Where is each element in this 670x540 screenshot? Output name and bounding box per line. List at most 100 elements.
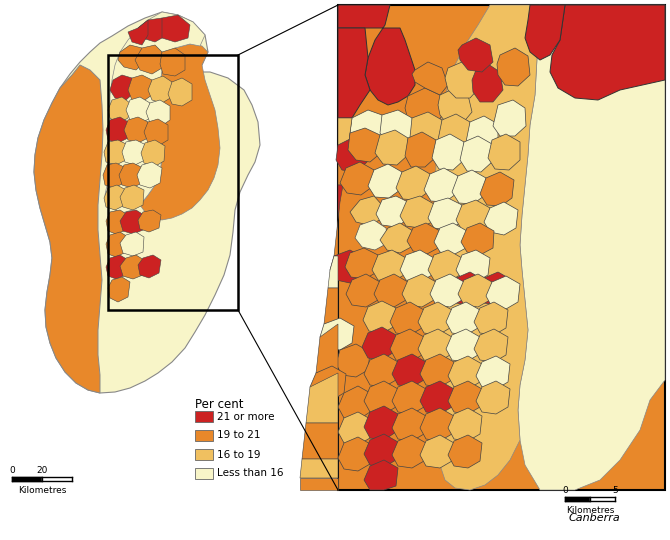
Text: Kilometres: Kilometres — [565, 506, 614, 515]
Polygon shape — [380, 223, 413, 253]
Polygon shape — [420, 408, 454, 441]
Polygon shape — [392, 435, 426, 468]
Polygon shape — [400, 250, 434, 282]
Polygon shape — [108, 277, 130, 302]
Polygon shape — [484, 202, 518, 235]
Polygon shape — [362, 327, 396, 360]
Text: Per cent: Per cent — [195, 398, 243, 411]
Polygon shape — [428, 250, 462, 282]
Text: 0: 0 — [9, 466, 15, 475]
Bar — [108, 55, 238, 310]
Polygon shape — [420, 381, 454, 414]
Polygon shape — [364, 406, 398, 440]
Polygon shape — [368, 164, 402, 198]
Polygon shape — [392, 381, 426, 414]
Polygon shape — [138, 255, 161, 278]
Polygon shape — [446, 329, 480, 362]
Text: Kilometres: Kilometres — [18, 486, 66, 495]
Polygon shape — [338, 150, 348, 185]
Polygon shape — [380, 110, 414, 145]
Polygon shape — [110, 75, 135, 100]
Polygon shape — [476, 381, 510, 414]
Polygon shape — [375, 130, 408, 165]
Polygon shape — [461, 223, 494, 255]
Polygon shape — [396, 166, 430, 200]
Polygon shape — [400, 196, 434, 228]
Polygon shape — [148, 76, 172, 103]
Polygon shape — [448, 408, 482, 441]
Polygon shape — [550, 5, 665, 100]
Polygon shape — [350, 196, 382, 225]
Polygon shape — [104, 185, 126, 210]
Polygon shape — [420, 435, 454, 468]
Polygon shape — [135, 45, 162, 74]
Text: 19 to 21: 19 to 21 — [217, 430, 261, 441]
Text: 5: 5 — [612, 486, 618, 495]
Polygon shape — [144, 119, 168, 146]
Polygon shape — [466, 116, 498, 152]
Polygon shape — [106, 232, 128, 257]
Text: 21 or more: 21 or more — [217, 411, 275, 422]
Polygon shape — [458, 274, 492, 307]
Polygon shape — [160, 48, 185, 76]
Polygon shape — [518, 5, 665, 490]
Polygon shape — [338, 386, 372, 420]
Polygon shape — [405, 88, 445, 128]
Text: 20: 20 — [36, 466, 48, 475]
Bar — [195, 468, 213, 479]
Polygon shape — [338, 28, 370, 118]
Polygon shape — [106, 255, 128, 279]
Polygon shape — [448, 381, 482, 414]
Polygon shape — [320, 318, 354, 350]
Polygon shape — [106, 117, 130, 143]
Polygon shape — [476, 356, 510, 389]
Polygon shape — [355, 220, 388, 250]
Polygon shape — [458, 38, 493, 72]
Polygon shape — [405, 132, 436, 167]
Polygon shape — [122, 140, 146, 165]
Polygon shape — [493, 100, 526, 136]
Polygon shape — [334, 220, 338, 256]
Polygon shape — [448, 435, 482, 468]
Polygon shape — [300, 478, 338, 490]
Bar — [195, 430, 213, 441]
Polygon shape — [448, 356, 482, 389]
Polygon shape — [336, 344, 370, 377]
Polygon shape — [338, 412, 372, 445]
Polygon shape — [340, 162, 374, 195]
Polygon shape — [330, 250, 364, 283]
Polygon shape — [328, 256, 338, 288]
Polygon shape — [410, 112, 443, 148]
Polygon shape — [338, 437, 372, 471]
Polygon shape — [364, 460, 398, 490]
Polygon shape — [434, 223, 467, 255]
Polygon shape — [486, 276, 520, 309]
Polygon shape — [338, 5, 665, 490]
Polygon shape — [324, 288, 338, 324]
Polygon shape — [456, 250, 490, 282]
Polygon shape — [310, 366, 346, 400]
Polygon shape — [158, 15, 190, 42]
Polygon shape — [346, 274, 380, 307]
Polygon shape — [438, 114, 470, 150]
Polygon shape — [435, 5, 540, 490]
Polygon shape — [338, 118, 352, 150]
Polygon shape — [363, 301, 396, 333]
Polygon shape — [432, 134, 464, 170]
Polygon shape — [445, 62, 480, 98]
Bar — [195, 449, 213, 460]
Polygon shape — [456, 200, 490, 232]
Polygon shape — [119, 163, 143, 188]
Polygon shape — [424, 168, 458, 202]
Polygon shape — [428, 198, 462, 230]
Polygon shape — [374, 274, 408, 307]
Polygon shape — [392, 354, 426, 387]
Polygon shape — [364, 354, 398, 387]
Polygon shape — [474, 329, 508, 362]
Polygon shape — [390, 302, 424, 335]
Polygon shape — [120, 255, 144, 279]
Polygon shape — [364, 434, 398, 467]
Polygon shape — [168, 78, 192, 106]
Polygon shape — [336, 138, 367, 172]
Polygon shape — [300, 459, 338, 478]
